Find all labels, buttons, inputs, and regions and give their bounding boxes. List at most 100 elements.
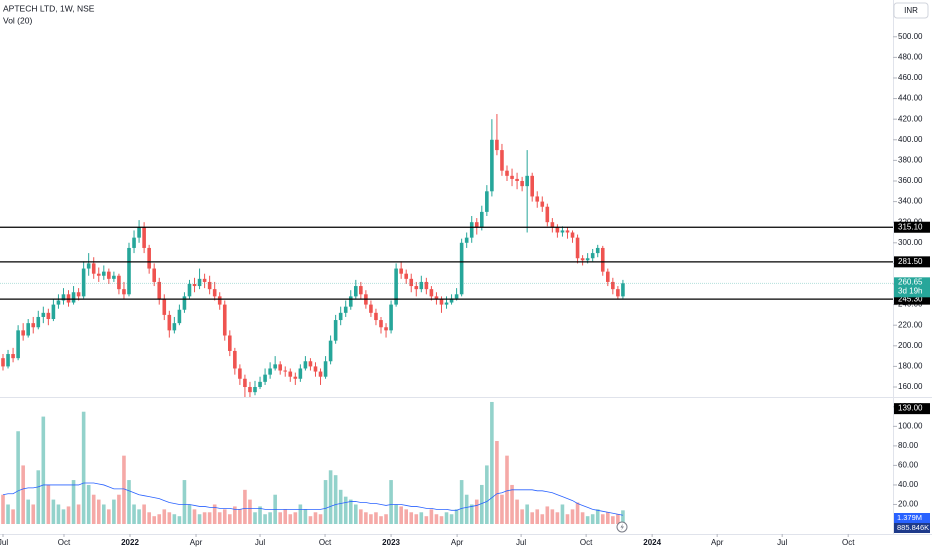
candle-body — [495, 139, 499, 151]
currency-label[interactable]: INR — [904, 6, 918, 15]
volume-bar — [122, 455, 126, 524]
x-tick-label: 2023 — [382, 538, 400, 547]
volume-bar — [409, 512, 414, 524]
candle-body — [348, 296, 353, 307]
volume-bar — [41, 416, 46, 524]
candle-body — [182, 296, 187, 310]
candle-body — [459, 242, 464, 295]
volume-bar — [525, 504, 529, 524]
volume-bar — [303, 509, 308, 524]
candle-body — [91, 263, 96, 274]
candle-body — [520, 180, 524, 187]
candle-body — [21, 330, 25, 336]
candle-body — [152, 268, 156, 282]
volume-bar — [580, 512, 585, 524]
y-tick-label: 400.00 — [898, 135, 923, 144]
y2-tick-label: 60.00 — [898, 461, 919, 470]
y2-tick-label: 100.00 — [898, 421, 923, 430]
candle-body — [419, 281, 424, 290]
candle-body — [585, 258, 590, 261]
countdown-label: 3d 19h — [898, 286, 922, 295]
candle-body — [157, 281, 162, 300]
candle-body — [11, 354, 15, 359]
candle-body — [217, 296, 222, 305]
volume-bar — [172, 514, 177, 524]
volume-bar — [454, 509, 459, 524]
volume-bar — [394, 504, 398, 524]
lightning-icon[interactable] — [616, 521, 628, 533]
candle-body — [359, 286, 363, 295]
candle-body — [590, 253, 595, 259]
candle-body — [439, 299, 444, 305]
volume-bar — [389, 480, 393, 524]
y-tick-label: 440.00 — [898, 94, 923, 103]
volume-bar — [369, 514, 373, 524]
candle-body — [490, 139, 494, 192]
volume-bar — [81, 411, 86, 524]
volume-bar — [263, 514, 267, 524]
volume-bar — [46, 484, 51, 524]
candle-body — [555, 227, 560, 233]
candle-body — [273, 364, 277, 369]
volume-bar — [429, 509, 434, 524]
volume-bar — [323, 480, 328, 524]
candle-body — [515, 178, 519, 181]
candle-body — [540, 201, 545, 207]
volume-bar — [585, 516, 590, 524]
level-label: 245.30 — [898, 294, 923, 303]
volume-bar — [535, 509, 540, 524]
volume-bar — [520, 509, 524, 524]
volume-bar — [36, 470, 41, 524]
candle-body — [76, 292, 81, 297]
candle-body — [469, 222, 474, 238]
y2-tick-label: 80.00 — [898, 441, 919, 450]
volume-label-box — [894, 513, 930, 523]
x-tick-label: Oct — [58, 538, 71, 547]
currency-button[interactable] — [893, 2, 929, 19]
volume-bar — [500, 494, 504, 524]
candle-body — [575, 237, 580, 259]
candle-body — [480, 211, 484, 228]
y-tick-label: 220.00 — [898, 320, 923, 329]
y-tick-label: 360.00 — [898, 176, 923, 185]
candle-body — [187, 283, 192, 297]
x-tick-label: Jul — [516, 538, 526, 547]
x-tick-label: Apr — [190, 538, 203, 547]
volume-bar — [414, 514, 419, 524]
candle-body — [611, 281, 615, 290]
candle-body — [81, 268, 86, 297]
candle-body — [414, 286, 419, 290]
volume-bar — [243, 489, 247, 524]
candle-body — [394, 268, 398, 305]
current-price-label: 260.65 — [898, 277, 923, 286]
candle-body — [147, 247, 151, 269]
volume-bar — [510, 484, 514, 524]
volume-bar — [424, 516, 429, 524]
volume-bar — [1, 494, 5, 524]
candle-body — [233, 350, 237, 369]
volume-bar — [258, 506, 262, 524]
volume-bar — [474, 499, 479, 524]
y-tick-label: 300.00 — [898, 238, 923, 247]
volume-bar — [56, 504, 61, 524]
volume-bar — [600, 514, 605, 524]
current-price-box — [894, 277, 930, 298]
volume-bar — [469, 504, 474, 524]
candle-body — [379, 320, 383, 328]
candle-body — [338, 312, 343, 321]
candle-body — [207, 281, 212, 290]
candle-body — [31, 323, 36, 328]
volume-bar — [248, 499, 252, 524]
volume-bar — [560, 504, 565, 524]
volume-bar — [96, 499, 101, 524]
volume-bar — [419, 512, 424, 524]
x-tick-label: 2022 — [121, 538, 139, 547]
volume-bar — [379, 516, 383, 524]
candle-body — [228, 335, 232, 351]
volume-title: Vol (20) — [3, 15, 32, 25]
volume-bar — [147, 512, 151, 524]
candle-body — [464, 237, 469, 243]
volume-ma-line — [2, 482, 623, 516]
candle-body — [616, 289, 620, 297]
volume-bar — [61, 509, 66, 524]
